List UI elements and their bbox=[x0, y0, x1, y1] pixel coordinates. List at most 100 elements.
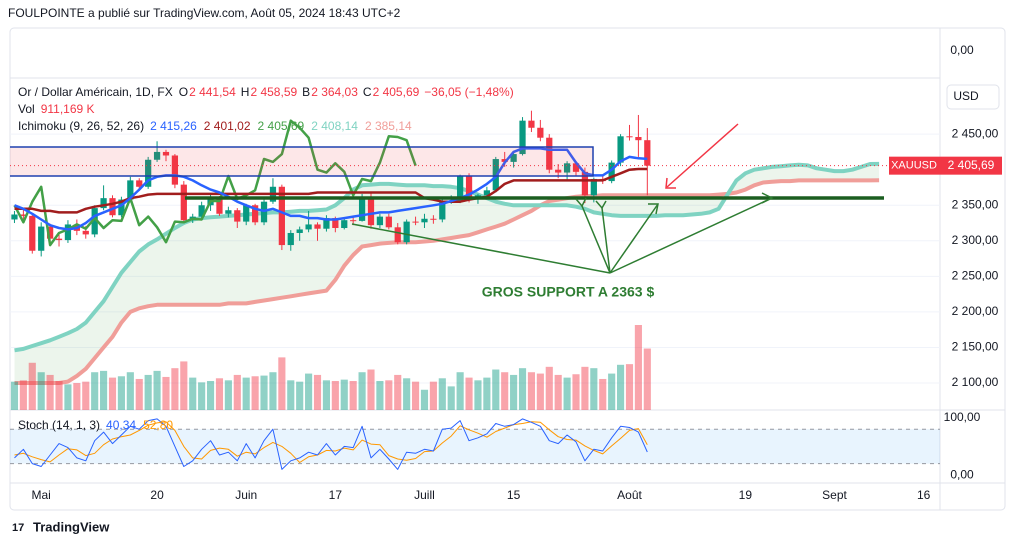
candle-body bbox=[323, 218, 330, 229]
legend-text: 2 364,03 bbox=[311, 85, 358, 99]
volume-bar bbox=[278, 357, 286, 410]
candle-body bbox=[305, 224, 312, 230]
candle-body bbox=[394, 227, 401, 243]
candle-body bbox=[546, 137, 553, 170]
volume-bar bbox=[358, 372, 366, 410]
y-tick-label: 2 250,00 bbox=[952, 269, 999, 283]
volume-bar bbox=[269, 372, 277, 410]
candle-body bbox=[332, 218, 339, 229]
volume-bar bbox=[64, 384, 72, 410]
volume-bar bbox=[251, 376, 259, 410]
volume-bar bbox=[46, 374, 54, 410]
stoch-line bbox=[14, 418, 648, 470]
candle-body bbox=[91, 208, 98, 235]
volume-bar bbox=[108, 377, 117, 410]
x-tick-label: Juin bbox=[235, 488, 257, 502]
volume-bar bbox=[287, 380, 295, 410]
legend-text: −36,05 (−1,48%) bbox=[424, 85, 513, 99]
candle-body bbox=[385, 216, 392, 228]
legend-text: 2 385,14 bbox=[365, 119, 412, 133]
top-scale-label: 0,00 bbox=[950, 43, 974, 57]
volume-bar bbox=[215, 378, 224, 410]
legend-text: 2 458,59 bbox=[250, 85, 297, 99]
candle-body bbox=[20, 214, 27, 216]
legend-text: 2 408,14 bbox=[311, 119, 358, 133]
x-tick-label: 17 bbox=[329, 488, 343, 502]
candle-body bbox=[430, 218, 437, 220]
volume-bar bbox=[590, 368, 598, 410]
candle-body bbox=[341, 220, 348, 229]
candle-body bbox=[608, 162, 615, 182]
volume-bar bbox=[545, 366, 553, 410]
y-tick-label: 2 150,00 bbox=[952, 340, 999, 354]
cloud bbox=[14, 163, 880, 383]
volume-bar bbox=[483, 377, 491, 410]
legend-text: Or / Dollar Américain, 1D, FX bbox=[18, 85, 173, 99]
candle-body bbox=[171, 155, 179, 185]
candle-body bbox=[64, 224, 72, 241]
legend-text: B bbox=[302, 85, 310, 99]
volume-bar bbox=[581, 366, 589, 410]
volume-bar bbox=[100, 370, 108, 410]
candle-body bbox=[145, 159, 152, 187]
candle-body bbox=[483, 190, 490, 196]
volume-bar bbox=[492, 369, 500, 410]
ichimoku-line bbox=[14, 147, 648, 231]
volume-bar bbox=[411, 381, 420, 410]
x-tick-label: 19 bbox=[739, 488, 753, 502]
volume-bar bbox=[91, 372, 99, 410]
volume-bar bbox=[296, 381, 304, 410]
volume-bar bbox=[510, 374, 518, 410]
volume-bar bbox=[608, 373, 616, 410]
candle-body bbox=[198, 205, 205, 217]
x-tick-label: 15 bbox=[507, 488, 521, 502]
legend-text: Stoch (14, 1, 3) bbox=[18, 418, 100, 432]
candle-body bbox=[46, 226, 54, 239]
candle-body bbox=[421, 218, 428, 223]
candle-body bbox=[439, 200, 446, 220]
candle-body bbox=[287, 232, 294, 246]
arrow-head bbox=[665, 177, 676, 189]
volume-bar bbox=[403, 378, 411, 410]
volume-bar bbox=[153, 370, 161, 410]
brand-logo: 17 bbox=[12, 522, 24, 534]
volume-bar bbox=[349, 380, 357, 410]
volume-bar bbox=[126, 372, 134, 410]
x-tick-label: Mai bbox=[32, 488, 51, 502]
candle-body bbox=[118, 199, 125, 216]
volume-bar bbox=[117, 376, 125, 410]
ichimoku-line bbox=[14, 167, 648, 214]
legend-text: 2 405,69 bbox=[373, 85, 420, 99]
legend-text: 52,80 bbox=[143, 418, 173, 432]
volume-bar bbox=[28, 362, 36, 410]
volume-bar bbox=[73, 383, 81, 410]
candle-body bbox=[136, 180, 143, 187]
volume-bar bbox=[340, 379, 348, 410]
support-arrows bbox=[351, 192, 774, 274]
y-tick-label: 2 450,00 bbox=[952, 126, 999, 140]
legend-text: Ichimoku (9, 26, 52, 26) bbox=[18, 119, 144, 133]
candle-body bbox=[555, 169, 562, 173]
currency-button[interactable] bbox=[946, 84, 1000, 110]
volume-bar bbox=[206, 380, 215, 410]
volume-bar bbox=[242, 377, 250, 410]
volume-bar bbox=[527, 372, 536, 410]
volume-bar bbox=[82, 381, 90, 410]
legend-text: H bbox=[241, 85, 250, 99]
ichimoku-line bbox=[14, 161, 880, 353]
volume-bar bbox=[420, 389, 429, 410]
volume-bar bbox=[643, 348, 651, 410]
stoch-band bbox=[10, 429, 940, 464]
legend-text: O bbox=[179, 85, 188, 99]
candle-body bbox=[82, 230, 89, 235]
legend-text: 2 401,02 bbox=[204, 119, 251, 133]
candle-body bbox=[234, 210, 241, 222]
volume-bar bbox=[572, 374, 580, 410]
candle-body bbox=[225, 210, 232, 214]
legend-text: 2 441,54 bbox=[189, 85, 236, 99]
stoch-tick-label: 0,00 bbox=[950, 467, 974, 481]
volume-bar bbox=[305, 373, 313, 410]
legend-text: C bbox=[363, 85, 372, 99]
candle-body bbox=[457, 176, 464, 201]
